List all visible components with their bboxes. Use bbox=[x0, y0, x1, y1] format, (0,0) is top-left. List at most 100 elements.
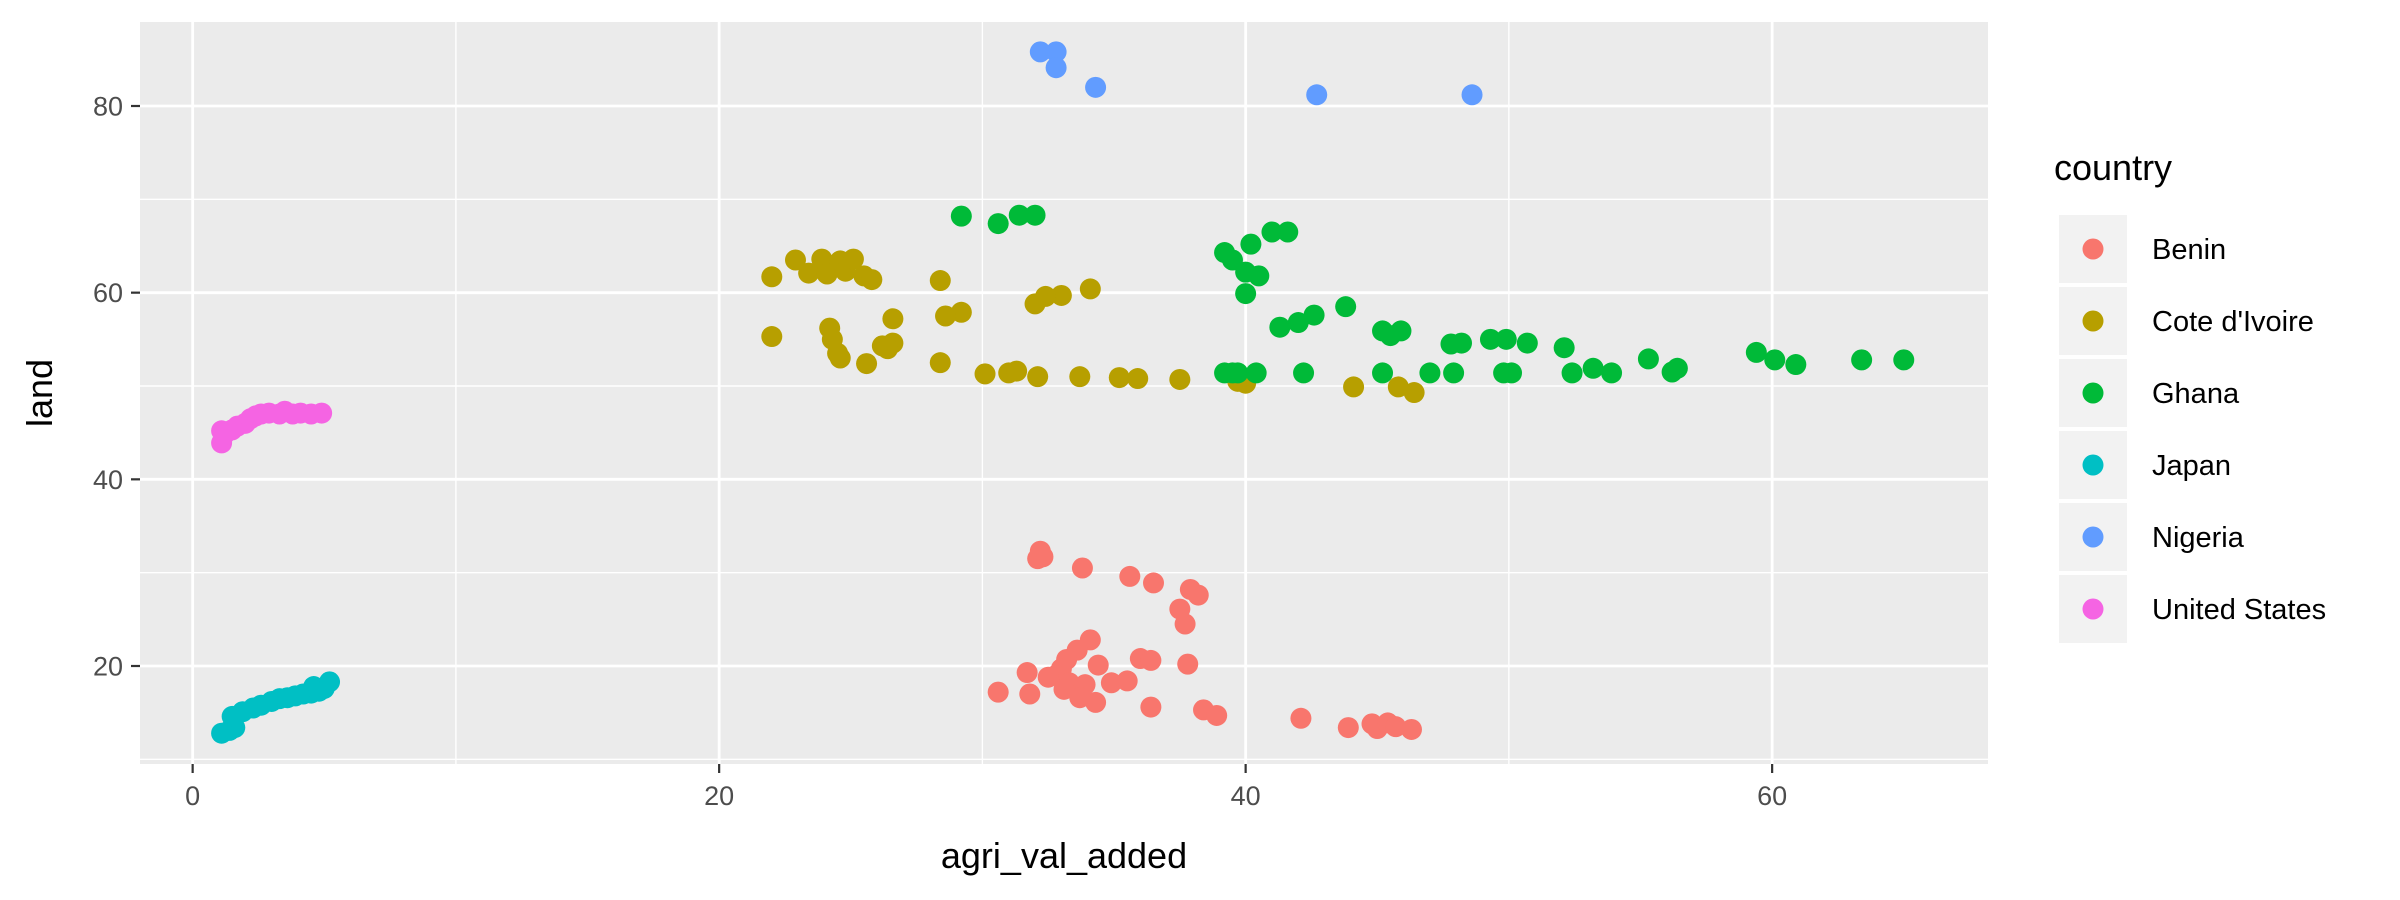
data-point bbox=[1016, 662, 1038, 684]
data-point bbox=[311, 402, 333, 424]
data-point bbox=[1045, 57, 1067, 79]
series-ghana bbox=[950, 204, 1915, 384]
legend-item: Nigeria bbox=[2059, 503, 2245, 571]
data-point bbox=[1451, 332, 1473, 354]
data-point bbox=[1206, 704, 1228, 726]
data-point bbox=[1069, 366, 1091, 388]
data-point bbox=[1085, 76, 1107, 98]
data-point bbox=[1116, 670, 1138, 692]
data-point bbox=[1085, 691, 1107, 713]
legend-label: Japan bbox=[2152, 450, 2231, 482]
data-point bbox=[1851, 349, 1873, 371]
y-tick-label: 60 bbox=[93, 278, 123, 308]
legend-label: Benin bbox=[2152, 234, 2226, 266]
data-point bbox=[1069, 687, 1091, 709]
data-point bbox=[1261, 221, 1283, 243]
data-point bbox=[761, 326, 783, 348]
y-axis-title: land bbox=[19, 359, 60, 427]
data-point bbox=[1303, 304, 1325, 326]
legend-label: Ghana bbox=[2152, 378, 2240, 410]
data-point bbox=[1893, 349, 1915, 371]
x-tick-label: 20 bbox=[704, 781, 734, 811]
data-point bbox=[1071, 557, 1093, 579]
data-point bbox=[1764, 349, 1786, 371]
legend-label: United States bbox=[2152, 594, 2326, 626]
y-axis: 20 40 60 80 bbox=[93, 92, 140, 682]
data-point bbox=[816, 263, 838, 285]
data-point bbox=[798, 262, 820, 284]
data-point bbox=[1277, 221, 1299, 243]
legend-symbol bbox=[2082, 238, 2104, 260]
legend-label: Cote d'Ivoire bbox=[2152, 306, 2314, 338]
data-point bbox=[1119, 565, 1141, 587]
data-point bbox=[861, 269, 883, 291]
data-point bbox=[842, 248, 864, 270]
data-point bbox=[1143, 572, 1165, 594]
data-point bbox=[1108, 367, 1130, 389]
data-point bbox=[784, 249, 806, 271]
data-point bbox=[856, 353, 878, 375]
data-point bbox=[1053, 678, 1075, 700]
data-point bbox=[950, 205, 972, 227]
data-point bbox=[1637, 348, 1659, 370]
legend-symbol bbox=[2082, 310, 2104, 332]
data-point bbox=[1269, 316, 1291, 338]
data-point bbox=[1306, 84, 1328, 106]
data-point bbox=[319, 671, 341, 693]
data-point bbox=[1479, 328, 1501, 350]
data-point bbox=[1785, 354, 1807, 376]
data-point bbox=[1140, 696, 1162, 718]
legend-symbol bbox=[2082, 382, 2104, 404]
data-point bbox=[974, 363, 996, 385]
series-nigeria bbox=[1029, 41, 1483, 106]
data-point bbox=[761, 266, 783, 288]
data-point bbox=[1493, 362, 1515, 384]
legend-item: Benin bbox=[2059, 215, 2226, 283]
legend-symbol bbox=[2082, 598, 2104, 620]
data-point bbox=[1343, 376, 1365, 398]
data-point bbox=[882, 308, 904, 330]
x-tick-label: 60 bbox=[1757, 781, 1787, 811]
data-point bbox=[1100, 672, 1122, 694]
legend-symbol bbox=[2082, 526, 2104, 548]
data-point bbox=[1177, 653, 1199, 675]
legend: country Benin Cote d'Ivoire Ghana Japan Nige… bbox=[2054, 147, 2326, 643]
data-point bbox=[1169, 368, 1191, 390]
data-point bbox=[1553, 337, 1575, 359]
data-point bbox=[1079, 278, 1101, 300]
data-point bbox=[1390, 320, 1412, 342]
data-point bbox=[987, 681, 1009, 703]
data-point bbox=[1087, 654, 1109, 676]
data-point bbox=[1387, 376, 1409, 398]
data-point bbox=[1516, 332, 1538, 354]
data-point bbox=[1582, 357, 1604, 379]
data-point bbox=[1037, 666, 1059, 688]
data-point bbox=[1019, 683, 1041, 705]
data-point bbox=[1745, 341, 1767, 363]
data-point bbox=[1495, 328, 1517, 350]
data-point bbox=[1024, 204, 1046, 226]
data-point bbox=[1214, 362, 1236, 384]
legend-item: Cote d'Ivoire bbox=[2059, 287, 2314, 355]
y-tick-label: 20 bbox=[93, 652, 123, 682]
data-point bbox=[1140, 649, 1162, 671]
data-point bbox=[950, 301, 972, 323]
data-point bbox=[987, 213, 1009, 235]
data-point bbox=[1287, 312, 1309, 334]
data-point bbox=[1029, 41, 1051, 63]
data-point bbox=[1187, 584, 1209, 606]
data-point bbox=[1027, 366, 1049, 388]
data-point bbox=[829, 347, 851, 369]
x-tick-label: 0 bbox=[185, 781, 200, 811]
data-point bbox=[935, 305, 957, 327]
data-point bbox=[1290, 707, 1312, 729]
series-japan bbox=[211, 671, 341, 744]
data-point bbox=[1174, 613, 1196, 635]
data-points bbox=[211, 41, 1915, 744]
y-tick-label: 80 bbox=[93, 92, 123, 122]
data-point bbox=[1127, 368, 1149, 390]
data-point bbox=[1008, 204, 1030, 226]
data-point bbox=[1235, 283, 1257, 305]
data-point bbox=[1443, 362, 1465, 384]
legend-item: Japan bbox=[2059, 431, 2231, 499]
